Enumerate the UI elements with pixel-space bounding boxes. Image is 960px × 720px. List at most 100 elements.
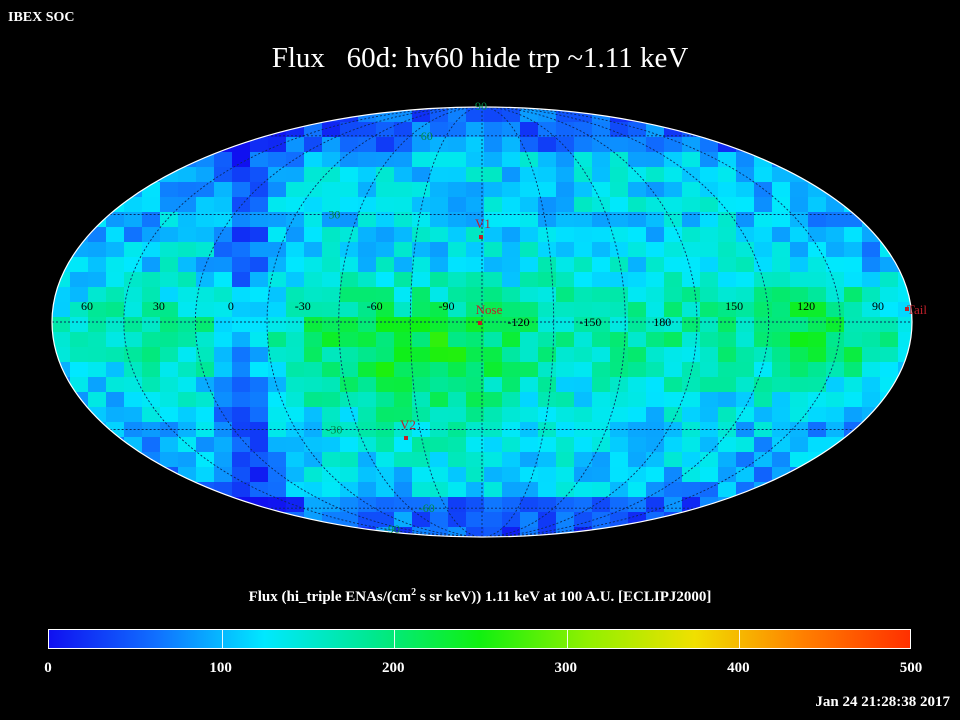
flux-pixel (448, 482, 467, 498)
flux-pixel (754, 347, 773, 363)
flux-pixel (628, 392, 647, 408)
flux-pixel (412, 257, 431, 273)
flux-pixel (520, 362, 539, 378)
flux-pixel (160, 497, 179, 513)
flux-pixel (286, 347, 305, 363)
flux-pixel (862, 152, 881, 168)
flux-pixel (358, 227, 377, 243)
flux-pixel (754, 272, 773, 288)
flux-pixel (520, 482, 539, 498)
flux-pixel (610, 242, 629, 258)
flux-pixel (646, 377, 665, 393)
flux-pixel (214, 272, 233, 288)
flux-pixel (718, 527, 737, 537)
flux-pixel (628, 272, 647, 288)
flux-pixel (412, 422, 431, 438)
flux-pixel (556, 482, 575, 498)
flux-pixel (70, 122, 89, 138)
flux-pixel (466, 302, 485, 318)
flux-pixel (286, 167, 305, 183)
flux-pixel (376, 167, 395, 183)
flux-pixel (160, 377, 179, 393)
flux-pixel (790, 257, 809, 273)
flux-pixel (628, 347, 647, 363)
flux-pixel (592, 437, 611, 453)
flux-pixel (718, 332, 737, 348)
flux-pixel (286, 467, 305, 483)
flux-pixel (700, 512, 719, 528)
meridian-label: 90 (872, 299, 884, 313)
flux-pixel (700, 392, 719, 408)
flux-pixel (520, 197, 539, 213)
flux-pixel (664, 317, 683, 333)
flux-pixel (754, 467, 773, 483)
flux-pixel (628, 467, 647, 483)
flux-pixel (628, 197, 647, 213)
flux-pixel (106, 392, 125, 408)
flux-pixel (340, 407, 359, 423)
flux-pixel (124, 242, 143, 258)
flux-pixel (430, 392, 449, 408)
flux-pixel (898, 422, 912, 438)
flux-pixel (538, 377, 557, 393)
flux-pixel (664, 302, 683, 318)
flux-pixel (862, 467, 881, 483)
flux-pixel (196, 227, 215, 243)
flux-pixel (880, 302, 899, 318)
flux-pixel (70, 197, 89, 213)
flux-pixel (304, 347, 323, 363)
flux-pixel (250, 152, 269, 168)
flux-pixel (520, 497, 539, 513)
flux-pixel (808, 257, 827, 273)
flux-pixel (322, 272, 341, 288)
flux-pixel (592, 287, 611, 303)
flux-pixel (592, 467, 611, 483)
flux-pixel (556, 407, 575, 423)
flux-pixel (88, 377, 107, 393)
flux-pixel (268, 302, 287, 318)
flux-pixel (412, 122, 431, 138)
flux-pixel (196, 467, 215, 483)
flux-pixel (808, 287, 827, 303)
flux-pixel (142, 407, 161, 423)
flux-pixel (844, 122, 863, 138)
flux-pixel (70, 482, 89, 498)
flux-pixel (844, 242, 863, 258)
flux-pixel (322, 512, 341, 528)
flux-pixel (880, 347, 899, 363)
flux-pixel (556, 272, 575, 288)
flux-pixel (718, 212, 737, 228)
meridian-label: 180 (653, 315, 671, 329)
flux-pixel (412, 197, 431, 213)
flux-pixel (304, 527, 323, 537)
flux-pixel (106, 377, 125, 393)
flux-pixel (376, 467, 395, 483)
flux-pixel (664, 377, 683, 393)
flux-pixel (160, 302, 179, 318)
colorbar-label: 400 (727, 660, 750, 676)
flux-pixel (592, 272, 611, 288)
flux-pixel (358, 467, 377, 483)
flux-pixel (268, 197, 287, 213)
flux-pixel (412, 332, 431, 348)
colorbar-label: 200 (381, 660, 405, 676)
flux-pixel (772, 137, 791, 153)
flux-pixel (178, 107, 197, 123)
flux-pixel (556, 287, 575, 303)
flux-pixel (772, 407, 791, 423)
flux-pixel (142, 467, 161, 483)
flux-pixel (340, 197, 359, 213)
flux-pixel (826, 497, 845, 513)
flux-pixel (862, 242, 881, 258)
flux-pixel (880, 137, 899, 153)
flux-pixel (628, 287, 647, 303)
flux-pixel (52, 107, 71, 123)
meridian-label: -30 (295, 299, 311, 313)
flux-pixel (520, 512, 539, 528)
flux-pixel (502, 122, 521, 138)
flux-pixel (754, 377, 773, 393)
flux-pixel (574, 107, 593, 123)
flux-pixel (826, 527, 845, 537)
flux-pixel (862, 212, 881, 228)
flux-pixel (700, 272, 719, 288)
